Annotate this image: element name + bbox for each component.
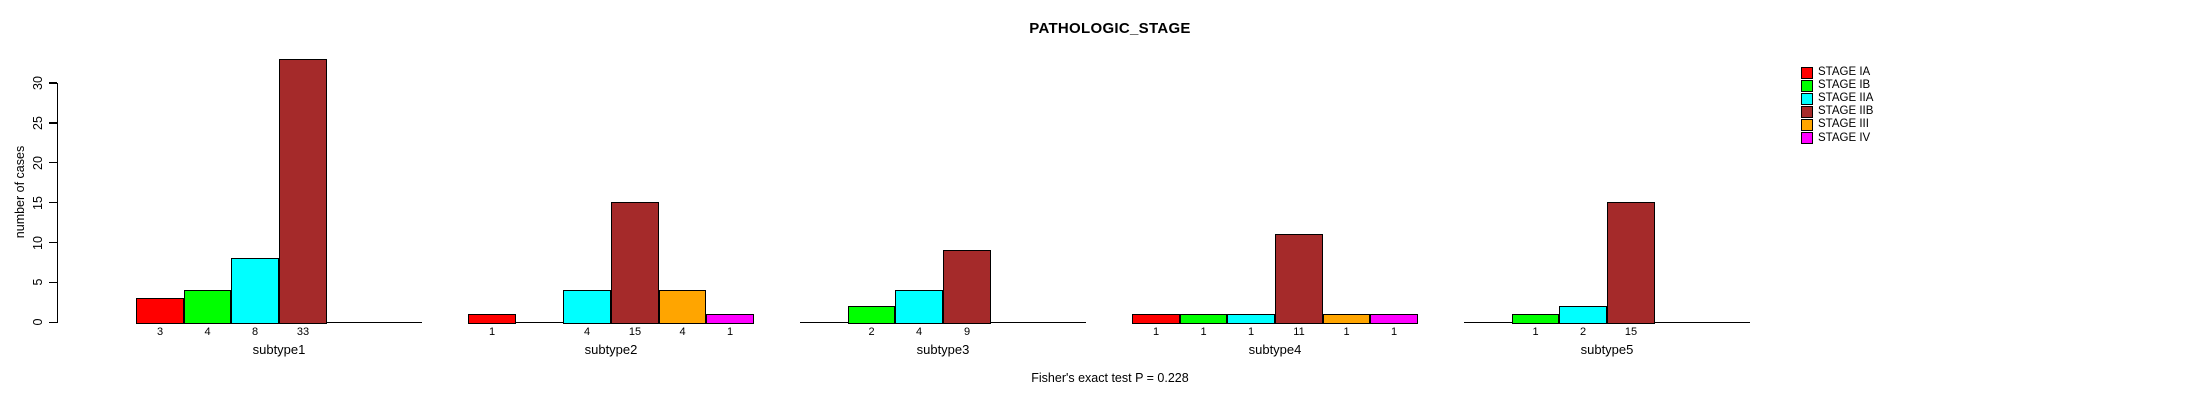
- bar-value-label: 15: [628, 326, 642, 338]
- bar-value-label: 15: [1624, 326, 1638, 338]
- zero-height-bar-subtype3: [1038, 322, 1086, 323]
- zero-height-bar-subtype1: [327, 322, 374, 323]
- legend-item-stage-iv: STAGE IV: [1801, 131, 1873, 145]
- y-axis-tick-label-text: 30: [31, 76, 45, 90]
- x-axis-label-subtype5: subtype5: [1580, 342, 1634, 357]
- y-axis-title-text: number of cases: [13, 145, 27, 239]
- y-axis-tick-label-text: 25: [31, 115, 45, 130]
- bar-value-label: 1: [1200, 326, 1207, 338]
- bar-subtype2-stage-ia: [468, 314, 516, 324]
- bar-subtype5-stage-iia: [1559, 306, 1607, 324]
- bar-subtype5-stage-ib: [1512, 314, 1559, 324]
- legend-color-swatch: [1801, 118, 1813, 131]
- bar-subtype3-stage-iib: [943, 250, 991, 324]
- bar-value-label: 33: [296, 326, 310, 338]
- bar-subtype4-stage-iib: [1275, 234, 1323, 324]
- bar-value-label: 1: [1247, 326, 1255, 338]
- bar-value-label: 2: [868, 326, 875, 338]
- bar-subtype3-stage-iia: [895, 290, 943, 324]
- y-axis-tick-label-text: 10: [31, 235, 45, 250]
- bar-value-label: 1: [726, 326, 734, 338]
- legend-item-stage-ia: STAGE IA: [1801, 66, 1873, 79]
- bar-value-label: 4: [915, 326, 923, 338]
- y-axis-line: [57, 83, 59, 323]
- bar-subtype1-stage-ib: [184, 290, 231, 324]
- bar-value-label: 1: [1152, 326, 1160, 338]
- bar-value-label: 3: [156, 326, 164, 338]
- bar-value-label: 4: [204, 326, 211, 338]
- x-axis-label-subtype4: subtype4: [1248, 342, 1302, 357]
- x-axis-label-subtype2: subtype2: [584, 342, 638, 357]
- bar-subtype2-stage-iii: [659, 290, 706, 324]
- bar-subtype4-stage-iii: [1323, 314, 1370, 324]
- legend-item-stage-ib: STAGE IB: [1801, 79, 1873, 92]
- legend-color-swatch: [1801, 79, 1813, 92]
- bar-subtype4-stage-iv: [1370, 314, 1418, 324]
- bar-subtype5-stage-iib: [1607, 202, 1655, 324]
- zero-height-bar-subtype3: [991, 322, 1038, 323]
- legend-label: STAGE IB: [1818, 79, 1871, 92]
- bar-subtype1-stage-ia: [136, 298, 184, 324]
- legend-item-stage-iii: STAGE III: [1801, 118, 1873, 131]
- bar-value-label: 11: [1293, 326, 1305, 338]
- bar-subtype2-stage-iia: [563, 290, 611, 324]
- y-axis-tick: [49, 162, 57, 164]
- stat-annotation: Fisher's exact test P = 0.228: [1031, 371, 1189, 385]
- bar-value-label: 2: [1579, 326, 1587, 338]
- y-axis-tick-label-text: 0: [31, 318, 45, 326]
- y-axis-tick-label-text: 5: [31, 278, 45, 286]
- y-axis-tick-label-text: 15: [31, 195, 45, 210]
- legend-item-stage-iib: STAGE IIB: [1801, 105, 1873, 118]
- legend-color-swatch: [1801, 66, 1813, 79]
- zero-height-bar-subtype5: [1655, 322, 1702, 323]
- y-axis-tick: [49, 82, 57, 84]
- bar-value-label: 4: [679, 326, 686, 338]
- y-axis-tick: [49, 241, 57, 244]
- legend-color-swatch: [1801, 92, 1813, 105]
- legend-item-stage-iia: STAGE IIA: [1801, 92, 1873, 105]
- zero-height-bar-subtype5: [1464, 322, 1512, 323]
- bar-subtype1-stage-iib: [279, 59, 327, 324]
- legend-label: STAGE III: [1818, 118, 1869, 131]
- x-axis-label-subtype3: subtype3: [916, 342, 970, 357]
- y-axis-tick: [49, 281, 57, 284]
- bar-subtype3-stage-ib: [848, 306, 895, 324]
- x-axis-label-subtype1: subtype1: [252, 342, 306, 357]
- bar-value-label: 8: [251, 326, 259, 338]
- bar-value-label: 4: [583, 326, 591, 338]
- bar-subtype4-stage-ib: [1180, 314, 1227, 324]
- bar-value-label: 1: [1532, 326, 1539, 338]
- zero-height-bar-subtype5: [1702, 322, 1750, 323]
- legend-label: STAGE IIA: [1818, 92, 1874, 105]
- zero-height-bar-subtype1: [374, 322, 422, 323]
- legend-color-swatch: [1801, 105, 1813, 118]
- legend-label: STAGE IA: [1818, 66, 1871, 79]
- legend: STAGE IA STAGE IB STAGE IIA STAGE IIB STAGE …: [1801, 66, 1873, 145]
- bar-value-label: 1: [488, 326, 496, 338]
- legend-label: STAGE IV: [1818, 131, 1871, 144]
- y-axis-tick: [49, 122, 57, 124]
- zero-height-bar-subtype2: [516, 322, 563, 323]
- bar-value-label: 1: [1390, 326, 1398, 338]
- bar-subtype2-stage-iv: [706, 314, 754, 324]
- y-axis-tick: [49, 321, 57, 323]
- bar-subtype1-stage-iia: [231, 258, 279, 324]
- y-axis-tick-label-text: 20: [31, 155, 45, 170]
- bar-subtype4-stage-iia: [1227, 314, 1275, 324]
- legend-label: STAGE IIB: [1818, 105, 1874, 118]
- zero-height-bar-subtype3: [800, 322, 848, 323]
- legend-color-swatch: [1801, 132, 1813, 145]
- chart-title: PATHOLOGIC_STAGE: [1029, 20, 1191, 37]
- bar-subtype4-stage-ia: [1132, 314, 1180, 324]
- bar-value-label: 9: [963, 326, 971, 338]
- bar-subtype2-stage-iib: [611, 202, 659, 324]
- y-axis-tick: [49, 201, 57, 204]
- bar-value-label: 1: [1343, 326, 1350, 338]
